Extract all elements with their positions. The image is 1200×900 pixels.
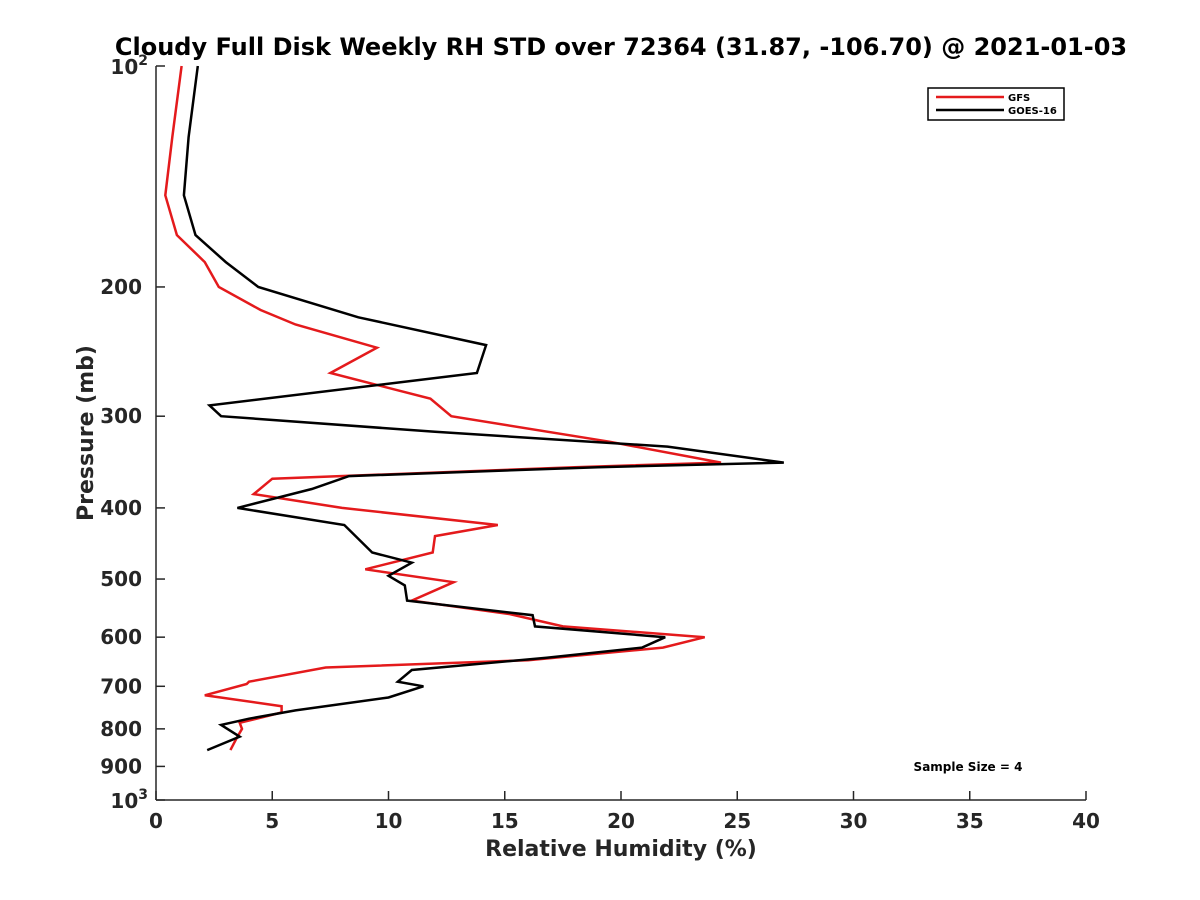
x-tick-label: 30: [840, 809, 868, 833]
y-tick-label: 600: [100, 625, 142, 649]
x-tick-label: 0: [149, 809, 163, 833]
y-axis-label: Pressure (mb): [74, 345, 99, 521]
y-tick-label: 500: [100, 567, 142, 591]
series-line-gfs: [164, 65, 722, 751]
legend-label-goes16: GOES-16: [1008, 106, 1057, 117]
y-tick-label: 102: [110, 53, 148, 79]
sample-size-annotation: Sample Size = 4: [914, 760, 1023, 774]
series-line-goes16: [182, 65, 784, 752]
x-tick-label: 25: [723, 809, 751, 833]
y-tick-group: 102 200 300 400 500 600 700 800 900 103: [100, 53, 165, 813]
x-tick-group: 0 5 10 15 20 25 30 35 40: [149, 791, 1100, 833]
chart-title: Cloudy Full Disk Weekly RH STD over 7236…: [115, 33, 1127, 61]
x-tick-label: 5: [265, 809, 279, 833]
y-tick-label: 400: [100, 496, 142, 520]
x-tick-label: 35: [956, 809, 984, 833]
y-tick-label: 300: [100, 404, 142, 428]
plot-area: 0 5 10 15 20 25 30 35 40 102 200 300 400 500 600 700 80…: [100, 53, 1100, 833]
legend-label-gfs: GFS: [1008, 93, 1030, 104]
y-tick-label: 800: [100, 717, 142, 741]
y-tick-label: 900: [100, 754, 142, 778]
y-tick-label: 700: [100, 674, 142, 698]
y-tick-label: 200: [100, 275, 142, 299]
legend-box: [927, 87, 1065, 121]
x-axis-label: Relative Humidity (%): [485, 837, 757, 862]
x-tick-label: 15: [491, 809, 519, 833]
series-layer: [164, 65, 784, 752]
y-tick-label: 103: [110, 787, 148, 813]
x-tick-label: 10: [375, 809, 403, 833]
legend: GFS GOES-16: [927, 87, 1065, 121]
x-tick-label: 40: [1072, 809, 1100, 833]
x-tick-label: 20: [607, 809, 635, 833]
